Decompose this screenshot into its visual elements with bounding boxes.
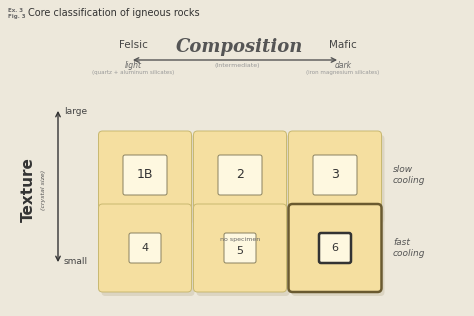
Text: Fig. 3: Fig. 3 — [8, 14, 26, 19]
FancyBboxPatch shape — [193, 131, 286, 219]
Text: (quartz + aluminum silicates): (quartz + aluminum silicates) — [92, 70, 174, 75]
Text: small: small — [64, 258, 88, 266]
FancyBboxPatch shape — [218, 155, 262, 195]
Text: Felsic: Felsic — [118, 40, 147, 50]
Text: 2: 2 — [236, 168, 244, 181]
Text: Ex. 3: Ex. 3 — [8, 8, 23, 13]
Text: dark: dark — [335, 61, 352, 70]
Text: (crystal size): (crystal size) — [42, 170, 46, 210]
Text: 3: 3 — [331, 168, 339, 181]
FancyBboxPatch shape — [197, 135, 290, 223]
FancyBboxPatch shape — [289, 204, 382, 292]
Text: 5: 5 — [237, 246, 244, 256]
FancyBboxPatch shape — [292, 208, 384, 296]
Text: slow
cooling: slow cooling — [393, 165, 426, 185]
Text: 1B: 1B — [137, 168, 153, 181]
FancyBboxPatch shape — [101, 208, 194, 296]
Text: light: light — [125, 61, 142, 70]
Text: no specimen: no specimen — [220, 238, 260, 242]
Text: Core classification of igneous rocks: Core classification of igneous rocks — [28, 8, 200, 18]
FancyBboxPatch shape — [319, 233, 351, 263]
Text: (iron magnesium silicates): (iron magnesium silicates) — [306, 70, 380, 75]
FancyBboxPatch shape — [99, 204, 191, 292]
FancyBboxPatch shape — [313, 155, 357, 195]
FancyBboxPatch shape — [101, 135, 194, 223]
Text: (Intermediate): (Intermediate) — [214, 63, 260, 68]
Text: Texture: Texture — [20, 158, 36, 222]
FancyBboxPatch shape — [224, 233, 256, 263]
Text: fast
cooling: fast cooling — [393, 238, 426, 258]
Text: large: large — [64, 107, 87, 117]
FancyBboxPatch shape — [292, 135, 384, 223]
FancyBboxPatch shape — [193, 204, 286, 292]
Text: Composition: Composition — [176, 38, 304, 56]
FancyBboxPatch shape — [129, 233, 161, 263]
FancyBboxPatch shape — [197, 208, 290, 296]
Text: Mafic: Mafic — [329, 40, 357, 50]
Text: 6: 6 — [331, 243, 338, 253]
FancyBboxPatch shape — [289, 131, 382, 219]
Text: 4: 4 — [141, 243, 148, 253]
FancyBboxPatch shape — [123, 155, 167, 195]
FancyBboxPatch shape — [99, 131, 191, 219]
